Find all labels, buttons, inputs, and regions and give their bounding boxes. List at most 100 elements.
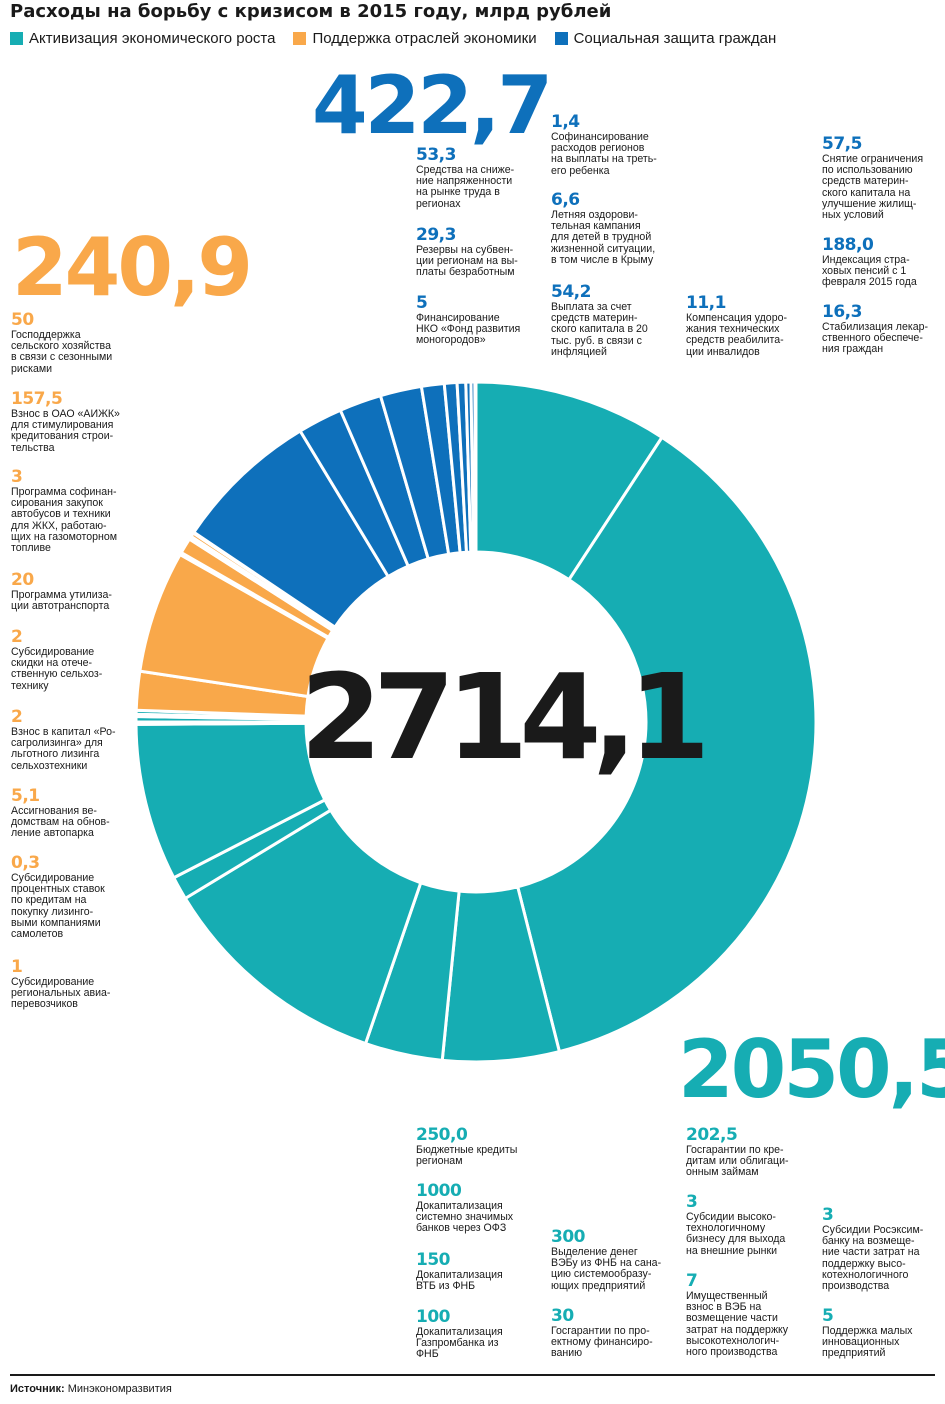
growth-item-6: 30 Госгарантии по про- ектному финансиро… bbox=[551, 1307, 653, 1360]
item-label: Ассигнования ве- домствам на обнов- лени… bbox=[11, 805, 110, 840]
industry-item-1: 50 Господдержка сельского хозяйства в св… bbox=[11, 311, 112, 375]
item-value: 0,3 bbox=[11, 853, 40, 873]
legend-label-growth: Активизация экономического роста bbox=[29, 29, 276, 47]
donut-slice-5 bbox=[183, 808, 423, 1046]
item-label: Снятие ограничения по использованию сред… bbox=[822, 153, 924, 222]
growth-item-7: 202,5 Госгарантии по кре- дитам или обли… bbox=[686, 1126, 789, 1179]
item-value: 50 bbox=[11, 310, 34, 330]
item-label: Программа утилиза- ции автотранспорта bbox=[11, 589, 112, 613]
item-value: 53,3 bbox=[416, 145, 456, 165]
item-value: 150 bbox=[416, 1250, 450, 1270]
item-label: Взнос в капитал «Ро- сагролизинга» для л… bbox=[11, 726, 116, 772]
item-label: Летняя оздорови- тельная кампания для де… bbox=[551, 209, 656, 266]
item-label: Госгарантии по про- ектному финансиро- в… bbox=[551, 1325, 653, 1360]
item-value: 57,5 bbox=[822, 134, 862, 154]
social-item-4: 1,4 Софинансирование расходов регионов н… bbox=[551, 113, 657, 177]
source-label: Источник: bbox=[10, 1383, 65, 1395]
industry-item-7: 5,1 Ассигнования ве- домствам на обнов- … bbox=[11, 787, 110, 840]
item-label: Имущественный взнос в ВЭБ на возмещение … bbox=[686, 1290, 789, 1359]
social-item-9: 188,0 Индексация стра- ховых пенсий с 1 … bbox=[822, 236, 917, 289]
legend-label-industry: Поддержка отраслей экономики bbox=[312, 29, 537, 47]
item-value: 54,2 bbox=[551, 282, 591, 302]
item-label: Бюджетные кредиты регионам bbox=[416, 1144, 518, 1168]
item-value: 11,1 bbox=[686, 293, 726, 313]
item-label: Субсидирование процентных ставок по кред… bbox=[11, 872, 105, 941]
item-value: 2 bbox=[11, 707, 23, 727]
chart-title: Расходы на борьбу с кризисом в 2015 году… bbox=[10, 1, 612, 22]
item-label: Субсидии Росэксим- банку на возмеще- ние… bbox=[822, 1224, 924, 1293]
legend-item-growth: Активизация экономического роста bbox=[10, 30, 275, 47]
legend-swatch-growth bbox=[10, 31, 23, 45]
donut-slice-2 bbox=[515, 435, 818, 1054]
legend-swatch-industry bbox=[293, 31, 307, 45]
item-label: Докапитализация Газпромбанка из ФНБ bbox=[416, 1326, 503, 1361]
source-value: Минэкономразвития bbox=[67, 1383, 172, 1395]
social-item-8: 57,5 Снятие ограничения по использованию… bbox=[822, 135, 923, 221]
growth-item-10: 3 Субсидии Росэксим- банку на возмеще- н… bbox=[822, 1206, 923, 1292]
item-label: Средства на сниже- ние напряженности на … bbox=[416, 164, 515, 210]
item-value: 250,0 bbox=[416, 1125, 468, 1145]
item-value: 16,3 bbox=[822, 302, 862, 322]
social-item-2: 29,3 Резервы на субвен- ции регионам на … bbox=[416, 226, 518, 279]
item-value: 202,5 bbox=[686, 1125, 738, 1145]
growth-item-11: 5 Поддержка малых инновационных предприя… bbox=[822, 1307, 912, 1360]
legend-label-social: Социальная защита граждан bbox=[573, 29, 777, 47]
social-item-7: 11,1 Компенсация удоро- жания технически… bbox=[686, 294, 787, 358]
legend-item-social: Социальная защита граждан bbox=[554, 29, 777, 47]
item-value: 29,3 bbox=[416, 225, 456, 245]
item-value: 188,0 bbox=[822, 235, 874, 255]
industry-item-9: 1 Субсидирование региональных авиа- пере… bbox=[11, 958, 110, 1011]
item-label: Выплата за счет средств материн- ского к… bbox=[551, 301, 648, 358]
growth-item-9: 7 Имущественный взнос в ВЭБ на возмещени… bbox=[686, 1272, 788, 1358]
item-label: Компенсация удоро- жания технических сре… bbox=[686, 312, 788, 358]
legend-item-industry: Поддержка отраслей экономики bbox=[293, 29, 537, 47]
donut-slice-30 bbox=[473, 380, 478, 554]
item-value: 3 bbox=[11, 467, 23, 487]
industry-item-2: 157,5 Взнос в ОАО «АИЖК» для стимулирова… bbox=[11, 390, 120, 454]
item-label: Программа софинан- сирования закупок авт… bbox=[11, 486, 118, 555]
legend: Активизация экономического роста Поддерж… bbox=[10, 28, 776, 48]
item-value: 157,5 bbox=[11, 389, 63, 409]
item-value: 300 bbox=[551, 1227, 586, 1247]
item-value: 5,1 bbox=[11, 786, 40, 806]
item-label: Поддержка малых инновационных предприяти… bbox=[822, 1325, 913, 1360]
item-label: Субсидирование скидки на отече- ственную… bbox=[11, 646, 103, 692]
item-value: 20 bbox=[11, 570, 34, 590]
item-label: Стабилизация лекар- ственного обеспече- … bbox=[822, 321, 929, 356]
social-item-3: 5 Финансирование НКО «Фонд развития моно… bbox=[416, 294, 520, 347]
item-value: 1000 bbox=[416, 1181, 462, 1201]
item-label: Субсидирование региональных авиа- перево… bbox=[11, 976, 111, 1011]
growth-item-8: 3 Субсидии высоко- технологичному бизнес… bbox=[686, 1193, 785, 1257]
legend-swatch-social bbox=[554, 31, 568, 45]
growth-item-4: 100 Докапитализация Газпромбанка из ФНБ bbox=[416, 1308, 503, 1361]
growth-total: 2050,5 bbox=[678, 1023, 945, 1116]
item-value: 5 bbox=[822, 1306, 834, 1326]
item-value: 3 bbox=[822, 1205, 834, 1225]
growth-item-1: 250,0 Бюджетные кредиты регионам bbox=[416, 1126, 517, 1167]
item-label: Взнос в ОАО «АИЖК» для стимулирования кр… bbox=[11, 408, 120, 454]
social-item-10: 16,3 Стабилизация лекар- ственного обесп… bbox=[822, 303, 928, 356]
item-value: 6,6 bbox=[551, 190, 580, 210]
item-value: 1,4 bbox=[551, 112, 580, 132]
item-label: Выделение денег ВЭБу из ФНБ на сана- цию… bbox=[551, 1246, 662, 1292]
item-value: 1 bbox=[11, 957, 23, 977]
item-label: Госгарантии по кре- дитам или облигаци- … bbox=[686, 1144, 789, 1179]
industry-total: 240,9 bbox=[12, 221, 253, 314]
industry-item-8: 0,3 Субсидирование процентных ставок по … bbox=[11, 854, 105, 940]
item-label: Софинансирование расходов регионов на вы… bbox=[551, 131, 657, 177]
item-label: Резервы на субвен- ции регионам на вы- п… bbox=[416, 244, 518, 279]
item-label: Господдержка сельского хозяйства в связи… bbox=[11, 329, 113, 375]
footer-divider bbox=[10, 1374, 935, 1376]
item-label: Индексация стра- ховых пенсий с 1 феврал… bbox=[822, 254, 917, 289]
item-value: 30 bbox=[551, 1306, 574, 1326]
social-item-5: 6,6 Летняя оздорови- тельная кампания дл… bbox=[551, 191, 655, 266]
item-label: Субсидии высоко- технологичному бизнесу … bbox=[686, 1211, 786, 1257]
industry-item-5: 2 Субсидирование скидки на отече- ственн… bbox=[11, 628, 102, 692]
item-label: Финансирование НКО «Фонд развития моного… bbox=[416, 312, 521, 347]
industry-item-6: 2 Взнос в капитал «Ро- сагролизинга» для… bbox=[11, 708, 116, 772]
item-value: 7 bbox=[686, 1271, 698, 1291]
source-note: Источник: Минэкономразвития bbox=[10, 1383, 172, 1395]
industry-item-4: 20 Программа утилиза- ции автотранспорта bbox=[11, 571, 112, 612]
social-item-1: 53,3 Средства на сниже- ние напряженност… bbox=[416, 146, 514, 210]
